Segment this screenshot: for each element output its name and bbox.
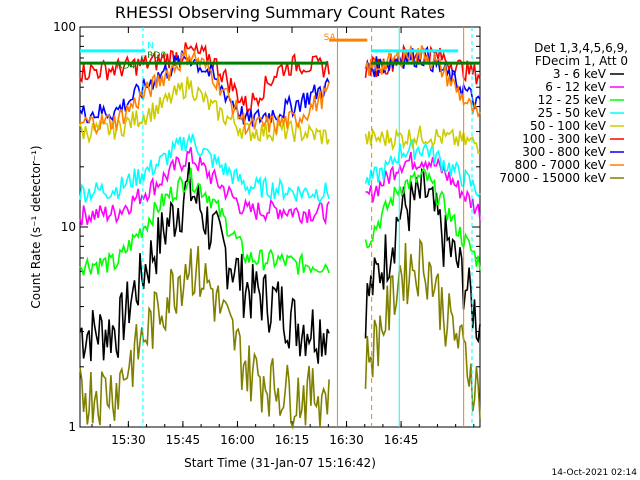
series-line-segment [79,246,330,430]
series-line-segment [79,162,330,364]
x-axis-label: Start Time (31-Jan-07 15:16:42) [184,456,376,470]
x-tick-label: 15:30 [111,433,146,447]
legend-header: Det 1,3,4,5,6,9, [534,41,628,55]
legend-entry: 6 - 12 keV [545,80,607,94]
series-line-segment [364,138,481,198]
plot-frame [79,26,481,428]
legend-entry: 7000 - 15000 keV [499,171,606,185]
series-line-segment [79,76,330,145]
legend-entry: 3 - 6 keV [553,67,607,81]
series-line-segment [364,45,481,119]
flag-label-sa: SA [324,33,337,43]
y-tick-label: 1 [68,420,76,434]
legend-header: FDecim 1, Att 0 [535,54,628,68]
series-line-segment [79,132,330,204]
x-tick-label: 15:45 [166,433,201,447]
chart-title: RHESSI Observing Summary Count Rates [115,3,445,22]
series-7000to15000keV [79,237,481,430]
series-line-segment [364,45,481,110]
x-tick-label: 16:00 [220,433,255,447]
x-tick-label: 16:45 [384,433,419,447]
legend-entry: 800 - 7000 keV [515,158,607,172]
footer-timestamp: 14-Oct-2021 02:14 [552,468,638,478]
legend: Det 1,3,4,5,6,9,FDecim 1, Att 03 - 6 keV… [499,41,628,185]
series-50to100keV [79,76,481,154]
tick-layer: 15:30 15:45 16:00 16:15 16:30 16:45 1 10 100 [53,20,480,447]
y-axis-label: Count Rate (s⁻¹ detector⁻¹) [29,145,43,308]
legend-entry: 300 - 800 keV [522,145,606,159]
y-tick-label: 100 [53,20,76,34]
series-12to25keV [79,166,481,276]
series-line-segment [364,125,481,154]
series-line-segment [79,146,330,226]
flag-label-rd0: RD0 [147,51,166,61]
legend-entry: 25 - 50 keV [538,106,607,120]
series-line-segment [364,237,481,419]
x-tick-label: 16:30 [329,433,364,447]
series-25to50keV [79,132,481,204]
y-tick-label: 10 [61,220,76,234]
x-tick-label: 16:15 [275,433,310,447]
series-line-segment [364,166,481,271]
legend-entry: 100 - 300 keV [522,132,606,146]
legend-entry: 12 - 25 keV [538,93,607,107]
legend-entry: 50 - 100 keV [530,119,607,133]
series-line-segment [79,167,330,276]
flag-label-n: N [147,42,154,52]
flag-label-rd4: RD4 [116,62,135,72]
